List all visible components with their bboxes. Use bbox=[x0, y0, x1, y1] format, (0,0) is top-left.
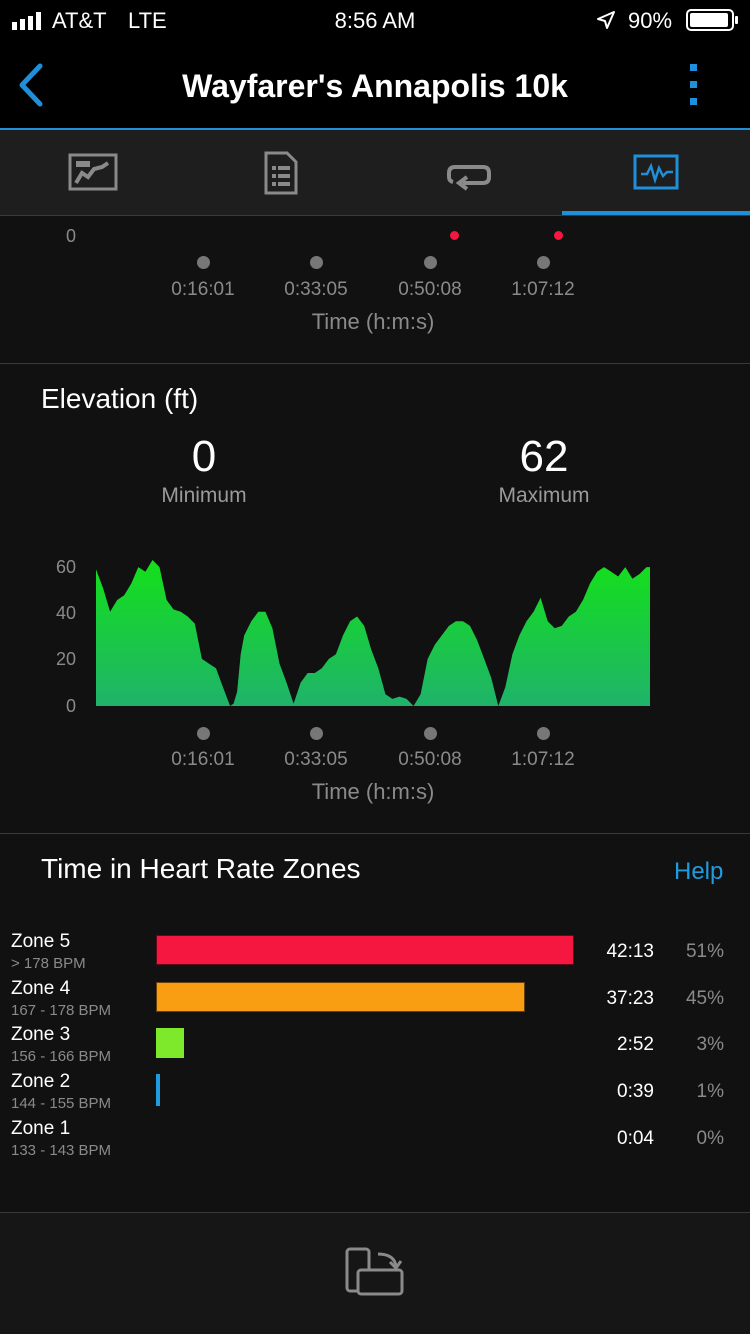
elevation-min-value: 0 bbox=[191, 432, 217, 481]
elevation-max-label: Maximum bbox=[498, 484, 590, 507]
x-tick-label: 0:16:01 bbox=[171, 279, 235, 300]
zone-range: 167 - 178 BPM bbox=[11, 1002, 112, 1019]
network-type-label: LTE bbox=[128, 8, 167, 33]
rotate-device-icon[interactable] bbox=[344, 1246, 408, 1302]
x-tick-label: 0:50:08 bbox=[398, 279, 462, 300]
y-tick-label: 60 bbox=[55, 557, 76, 577]
section-divider bbox=[0, 363, 750, 364]
x-tick-label: 1:07:12 bbox=[511, 279, 575, 300]
y-tick-label: 0 bbox=[65, 696, 76, 716]
clock-label: 8:56 AM bbox=[334, 8, 416, 33]
elevation-area-chart bbox=[96, 560, 650, 706]
zone-percent: 0% bbox=[696, 1128, 724, 1149]
charts-icon bbox=[633, 154, 678, 189]
laps-loop-icon bbox=[446, 164, 491, 191]
zone-percent: 45% bbox=[685, 988, 724, 1009]
zone-bar bbox=[156, 935, 574, 965]
zone-percent: 51% bbox=[685, 941, 724, 962]
header-divider bbox=[0, 128, 750, 130]
active-tab-indicator bbox=[562, 211, 750, 215]
zone-range: 156 - 166 BPM bbox=[11, 1048, 112, 1065]
zone-bar bbox=[156, 1028, 184, 1058]
carrier-label: AT&T bbox=[52, 8, 107, 33]
zone-time: 2:52 bbox=[617, 1034, 654, 1055]
x-tick-dot bbox=[537, 256, 550, 269]
zone-range: 133 - 143 BPM bbox=[11, 1142, 112, 1159]
activity-title: Wayfarer's Annapolis 10k bbox=[182, 68, 568, 104]
x-tick-label: 0:33:05 bbox=[284, 749, 348, 770]
x-axis-title: Time (h:m:s) bbox=[311, 309, 435, 334]
tab-divider bbox=[0, 215, 750, 216]
zone-time: 37:23 bbox=[606, 988, 654, 1009]
zone-name: Zone 2 bbox=[11, 1071, 71, 1092]
back-chevron-icon[interactable] bbox=[14, 62, 48, 108]
x-tick-dot bbox=[197, 727, 210, 740]
x-tick-label: 0:16:01 bbox=[171, 749, 235, 770]
zone-percent: 3% bbox=[696, 1034, 724, 1055]
header-bar: Wayfarer's Annapolis 10k bbox=[0, 40, 750, 128]
x-tick-label: 0:33:05 bbox=[284, 279, 348, 300]
x-tick-label: 0:50:08 bbox=[398, 749, 462, 770]
zone-bar bbox=[156, 1074, 161, 1106]
elevation-max-value: 62 bbox=[519, 432, 569, 481]
zone-name: Zone 5 bbox=[11, 931, 71, 952]
tab-details[interactable] bbox=[187, 130, 374, 215]
zone-name: Zone 4 bbox=[11, 978, 71, 999]
x-tick-dot bbox=[424, 727, 437, 740]
elevation-title: Elevation (ft) bbox=[41, 383, 199, 414]
zone-range: 144 - 155 BPM bbox=[11, 1095, 112, 1112]
y-tick-label: 20 bbox=[55, 649, 76, 669]
zone-range: > 178 BPM bbox=[11, 955, 86, 972]
battery-percent-label: 90% bbox=[628, 8, 673, 33]
x-tick-dot bbox=[424, 256, 437, 269]
tab-charts[interactable] bbox=[562, 130, 749, 215]
signal-strength-icon bbox=[12, 12, 41, 30]
top-chart-marker bbox=[450, 231, 459, 240]
details-list-icon bbox=[264, 151, 297, 194]
x-axis-title: Time (h:m:s) bbox=[311, 779, 435, 804]
more-options-icon[interactable] bbox=[684, 64, 704, 108]
top-chart-marker bbox=[554, 231, 563, 240]
zone-percent: 1% bbox=[696, 1081, 724, 1102]
help-link[interactable]: Help bbox=[674, 858, 724, 885]
x-tick-dot bbox=[310, 727, 323, 740]
x-tick-label: 1:07:12 bbox=[511, 749, 575, 770]
y-tick-label: 40 bbox=[55, 603, 76, 623]
top-chart-y-label: 0 bbox=[65, 226, 76, 246]
bottom-toolbar bbox=[0, 1213, 750, 1334]
location-arrow-icon bbox=[597, 11, 615, 29]
zone-name: Zone 1 bbox=[11, 1118, 71, 1139]
zone-name: Zone 3 bbox=[11, 1024, 71, 1045]
zone-bar bbox=[156, 982, 525, 1012]
tab-map[interactable] bbox=[0, 130, 187, 215]
x-tick-dot bbox=[310, 256, 323, 269]
x-tick-dot bbox=[537, 727, 550, 740]
elevation-min-label: Minimum bbox=[161, 484, 247, 507]
zone-time: 0:04 bbox=[617, 1128, 654, 1149]
zone-time: 42:13 bbox=[606, 941, 654, 962]
x-tick-dot bbox=[197, 256, 210, 269]
section-divider bbox=[0, 1212, 750, 1213]
tab-laps[interactable] bbox=[375, 130, 562, 215]
tab-bar bbox=[0, 130, 750, 215]
map-icon bbox=[68, 153, 117, 190]
battery-icon bbox=[686, 9, 738, 31]
hr-zones-title: Time in Heart Rate Zones bbox=[41, 853, 361, 884]
zone-time: 0:39 bbox=[617, 1081, 654, 1102]
elevation-area bbox=[96, 560, 650, 706]
status-bar: AT&T LTE 8:56 AM 90% bbox=[0, 0, 750, 40]
section-divider bbox=[0, 833, 750, 834]
